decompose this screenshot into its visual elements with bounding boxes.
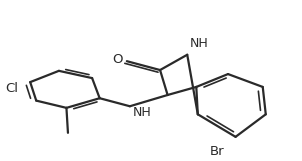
Text: O: O — [112, 53, 122, 66]
Text: NH: NH — [190, 37, 209, 50]
Text: NH: NH — [133, 106, 151, 119]
Text: Br: Br — [210, 145, 225, 158]
Text: Cl: Cl — [5, 82, 19, 95]
